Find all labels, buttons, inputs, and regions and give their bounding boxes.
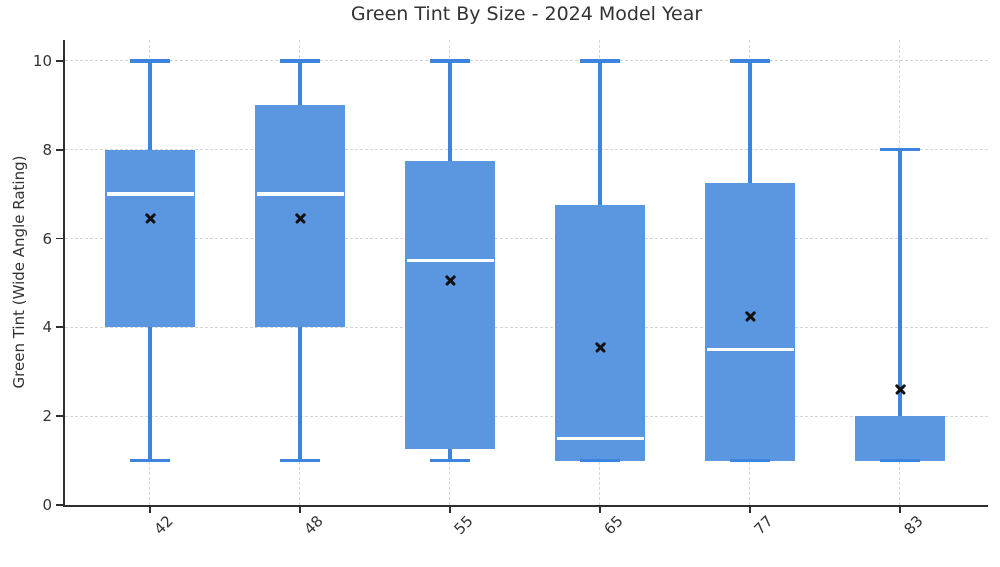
y-tick-label: 10 bbox=[32, 51, 52, 70]
horizontal-gridline bbox=[65, 237, 988, 239]
upper-whisker-cap bbox=[430, 59, 470, 63]
x-tick-label: 55 bbox=[450, 512, 477, 539]
lower-whisker-stem bbox=[298, 327, 302, 461]
y-tick-mark bbox=[56, 504, 63, 506]
lower-whisker-cap bbox=[580, 458, 620, 463]
lower-whisker-cap bbox=[880, 458, 920, 463]
median-line bbox=[706, 347, 794, 352]
upper-whisker-cap bbox=[730, 59, 770, 63]
boxplot-figure: Green Tint By Size - 2024 Model Year Gre… bbox=[10, 3, 988, 538]
y-axis-label: Green Tint (Wide Angle Rating) bbox=[10, 155, 28, 389]
upper-whisker-stem bbox=[748, 60, 752, 183]
box-iqr bbox=[405, 160, 495, 450]
y-tick-mark bbox=[56, 148, 63, 151]
box-iqr bbox=[855, 416, 945, 461]
median-line bbox=[106, 192, 194, 196]
x-tick-label: 65 bbox=[600, 512, 627, 539]
x-tick-mark bbox=[149, 506, 151, 513]
y-tick-label: 0 bbox=[42, 496, 52, 514]
upper-whisker-cap bbox=[880, 147, 920, 152]
x-tick-mark bbox=[449, 506, 451, 513]
upper-whisker-cap bbox=[580, 59, 620, 63]
x-tick-label: 77 bbox=[750, 512, 777, 539]
lower-whisker-cap bbox=[430, 458, 470, 463]
y-tick-mark bbox=[56, 237, 63, 240]
box-iqr bbox=[705, 183, 795, 461]
upper-whisker-stem bbox=[598, 60, 602, 206]
upper-whisker-stem bbox=[898, 149, 902, 417]
median-line bbox=[406, 259, 494, 263]
horizontal-gridline bbox=[65, 326, 988, 328]
lower-whisker-cap bbox=[130, 458, 170, 463]
y-tick-label: 6 bbox=[42, 229, 52, 248]
y-axis-spine bbox=[63, 40, 65, 507]
y-tick-label: 2 bbox=[42, 407, 52, 426]
y-tick-label: 4 bbox=[42, 318, 52, 337]
x-tick-mark bbox=[899, 506, 901, 513]
lower-whisker-cap bbox=[730, 458, 770, 463]
upper-whisker-cap bbox=[280, 59, 320, 63]
box-iqr bbox=[555, 205, 645, 461]
y-tick-mark bbox=[56, 415, 63, 418]
median-line bbox=[256, 192, 344, 196]
upper-whisker-stem bbox=[448, 60, 452, 161]
upper-whisker-stem bbox=[148, 60, 152, 150]
lower-whisker-cap bbox=[280, 458, 320, 463]
horizontal-gridline bbox=[65, 415, 988, 417]
horizontal-gridline bbox=[65, 60, 988, 62]
lower-whisker-stem bbox=[148, 327, 152, 461]
x-tick-label: 42 bbox=[150, 512, 177, 539]
upper-whisker-stem bbox=[298, 60, 302, 106]
upper-whisker-cap bbox=[130, 59, 170, 63]
median-line bbox=[556, 436, 644, 441]
chart-title: Green Tint By Size - 2024 Model Year bbox=[350, 3, 703, 25]
x-tick-mark bbox=[299, 506, 301, 513]
y-tick-label: 8 bbox=[42, 140, 52, 159]
x-axis-spine bbox=[63, 504, 988, 507]
horizontal-gridline bbox=[65, 149, 988, 151]
x-tick-mark bbox=[749, 506, 751, 513]
x-tick-label: 48 bbox=[300, 512, 327, 539]
y-tick-mark bbox=[56, 326, 63, 329]
lower-whisker-stem bbox=[448, 449, 452, 461]
y-tick-mark bbox=[56, 59, 63, 62]
box-iqr bbox=[105, 149, 195, 328]
x-tick-mark bbox=[599, 506, 601, 513]
x-tick-label: 83 bbox=[900, 512, 927, 539]
